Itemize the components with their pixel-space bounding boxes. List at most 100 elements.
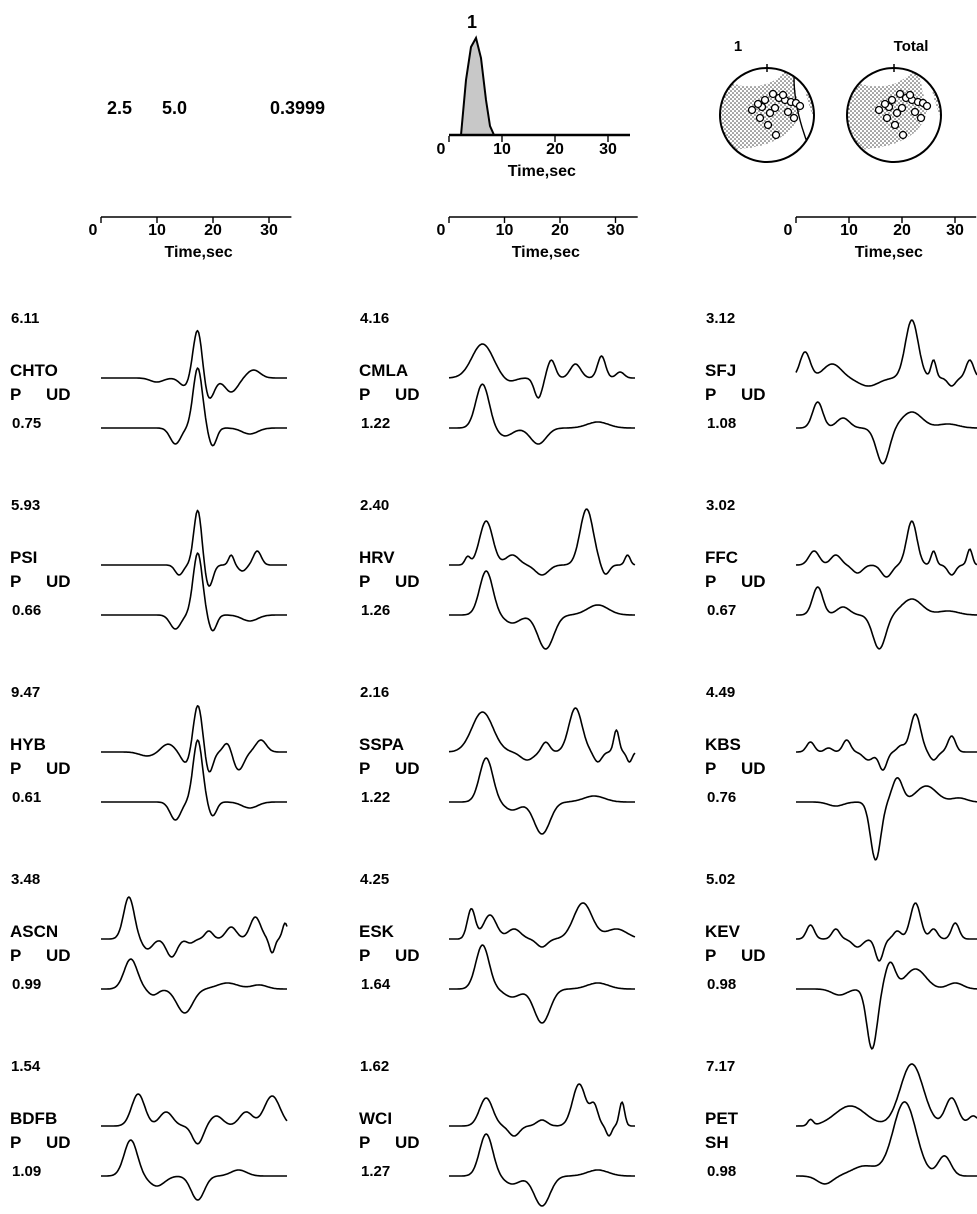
axis-title: Time,sec (855, 244, 923, 261)
synthetic-waveform (449, 757, 635, 835)
station-name: KBS (705, 735, 741, 754)
synthetic-waveform (796, 401, 977, 465)
station-name: HYB (10, 735, 46, 754)
station-name: CMLA (359, 361, 408, 380)
station-amplitude: 1.54 (11, 1058, 41, 1075)
axis-tick-label: 10 (148, 222, 166, 239)
station-component: UD (395, 1133, 420, 1152)
station-phase: P (359, 385, 370, 404)
station-amplitude: 5.93 (11, 497, 40, 514)
station-component: UD (46, 572, 71, 591)
observed-waveform (448, 343, 635, 399)
synthetic-waveform (449, 1133, 635, 1207)
station-amplitude: 9.47 (11, 684, 40, 701)
station-name: PET (705, 1109, 739, 1128)
station-phase: P (359, 946, 370, 965)
station-panel-ffc: 3.02 FFC P UD 0.67 (705, 497, 977, 650)
synthetic-waveform (101, 367, 287, 447)
focal-mechanisms: 1 Total (719, 38, 942, 163)
stf-shape (449, 35, 496, 136)
station-phase: SH (705, 1133, 729, 1152)
axis-tick-label: 20 (893, 222, 911, 239)
param-misfit: 0.3999 (270, 98, 325, 118)
station-name: SFJ (705, 361, 736, 380)
station-amplitude: 4.16 (360, 310, 389, 327)
axis-tick-label: 0 (89, 222, 98, 239)
axis-title: Time,sec (164, 244, 232, 261)
observed-waveform (449, 508, 636, 576)
station-panel-cmla: 4.16 CMLA P UD 1.22 (359, 310, 635, 445)
station-component: UD (741, 572, 766, 591)
synthetic-waveform (449, 944, 635, 1024)
station-misfit: 1.22 (361, 415, 390, 432)
observed-waveform (101, 705, 287, 773)
station-phase: P (705, 572, 716, 591)
station-amplitude: 7.17 (706, 1058, 735, 1075)
station-misfit: 1.26 (361, 602, 390, 619)
station-phase: P (10, 759, 21, 778)
station-amplitude: 1.62 (360, 1058, 389, 1075)
station-phase: P (10, 946, 21, 965)
station-panel-sspa: 2.16 SSPA P UD 1.22 (359, 684, 636, 835)
synthetic-waveform (449, 383, 635, 445)
param-b: 5.0 (162, 98, 187, 118)
station-name: SSPA (359, 735, 404, 754)
observed-waveform (101, 329, 287, 399)
station-component: UD (46, 759, 71, 778)
station-name: HRV (359, 548, 395, 567)
station-phase: P (359, 759, 370, 778)
synthetic-waveform (796, 961, 977, 1050)
observed-waveform (101, 896, 288, 958)
station-phase: P (705, 759, 716, 778)
station-phase: P (359, 572, 370, 591)
station-panel-psi: 5.93 PSI P UD 0.66 (10, 497, 287, 632)
station-misfit: 1.22 (361, 789, 390, 806)
station-amplitude: 4.25 (360, 871, 389, 888)
axis-tick-label: 30 (599, 141, 617, 158)
station-component: UD (395, 572, 420, 591)
polarity-marks-total (874, 89, 932, 140)
station-misfit: 0.99 (12, 976, 41, 993)
axis-tick-label: 0 (437, 222, 446, 239)
station-misfit: 0.67 (707, 602, 736, 619)
station-amplitude: 6.11 (11, 310, 39, 327)
axis-tick-label: 30 (260, 222, 278, 239)
station-name: PSI (10, 548, 37, 567)
observed-waveform (796, 713, 977, 771)
axis-tick-label: 10 (496, 222, 514, 239)
station-amplitude: 2.16 (360, 684, 389, 701)
station-phase: P (359, 1133, 370, 1152)
station-component: UD (741, 759, 766, 778)
station-name: ESK (359, 922, 395, 941)
stf-peak-label: 1 (467, 12, 477, 32)
time-axis-center: 0 10 20 30 Time,sec (437, 216, 638, 261)
mech-label-total: Total (894, 38, 929, 55)
station-component: UD (741, 385, 766, 404)
axis-tick-label: 30 (607, 222, 625, 239)
station-panel-wci: 1.62 WCI P UD 1.27 (359, 1058, 635, 1207)
station-component: UD (46, 1133, 71, 1152)
axis-tick-label: 10 (493, 141, 511, 158)
station-name: ASCN (10, 922, 58, 941)
axis-tick-label: 20 (546, 141, 564, 158)
station-amplitude: 3.12 (706, 310, 735, 327)
station-panel-chto: 6.11 CHTO P UD 0.75 (10, 310, 287, 447)
observed-waveform (449, 902, 636, 948)
station-misfit: 1.09 (12, 1163, 41, 1180)
station-panels: 6.11 CHTO P UD 0.75 5.93 PSI P UD 0.66 9.47 HYB P UD 0… (10, 310, 977, 1207)
station-misfit: 1.08 (707, 415, 736, 432)
beachball-subevent (719, 64, 815, 163)
synthetic-waveform (796, 586, 977, 650)
time-axes: 0 10 20 30 Time,sec 0 10 20 30 Time,sec 0 10 20 30 Tim… (89, 136, 977, 261)
axis-tick-label: 30 (946, 222, 964, 239)
station-misfit: 0.66 (12, 602, 41, 619)
station-panel-hrv: 2.40 HRV P UD 1.26 (359, 497, 636, 650)
station-panel-bdfb: 1.54 BDFB P UD 1.09 (10, 1058, 288, 1201)
station-component: UD (395, 385, 420, 404)
observed-waveform (796, 1063, 977, 1127)
observed-waveform (795, 520, 977, 578)
time-axis-left: 0 10 20 30 Time,sec (89, 216, 292, 261)
synthetic-waveform (101, 739, 287, 821)
station-misfit: 0.98 (707, 1163, 736, 1180)
